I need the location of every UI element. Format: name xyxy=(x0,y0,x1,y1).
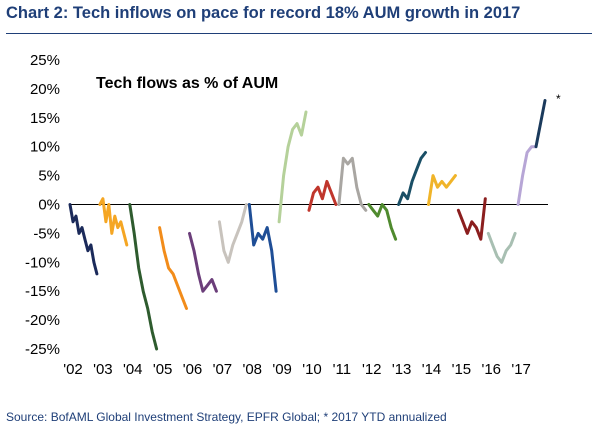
y-tick-label: 10% xyxy=(30,139,60,156)
series-line-2016 xyxy=(486,231,517,264)
series-line-2006 xyxy=(188,231,218,293)
series-line-2010 xyxy=(307,179,338,212)
series-group xyxy=(68,99,547,351)
series-line-2015 xyxy=(456,197,487,241)
y-tick-label: 0% xyxy=(38,197,60,214)
x-tick-label: '12 xyxy=(362,361,382,378)
x-tick-label: '05 xyxy=(153,361,173,378)
x-tick-label: '11 xyxy=(333,361,351,378)
y-axis: 25% 20% 15% 10% 5% 0% -5% -10% -15% -20% -25% xyxy=(25,52,548,358)
y-tick-label: -10% xyxy=(25,254,60,271)
y-tick-label: -5% xyxy=(33,225,60,242)
y-tick-label: 20% xyxy=(30,81,60,98)
series-line-2013 xyxy=(397,151,427,206)
series-line-2005 xyxy=(158,226,188,310)
x-tick-label: '13 xyxy=(392,361,412,378)
x-tick-label: '16 xyxy=(481,361,501,378)
x-tick-label: '04 xyxy=(123,361,143,378)
chart-title: Chart 2: Tech inflows on pace for record… xyxy=(6,4,521,22)
chart-annotation: Tech flows as % of AUM xyxy=(96,75,278,92)
y-tick-label: 15% xyxy=(30,110,60,127)
series-line-2008 xyxy=(247,203,278,293)
x-tick-label: '06 xyxy=(183,361,203,378)
x-tick-label: '02 xyxy=(63,361,83,378)
series-line-2009 xyxy=(277,110,308,224)
x-tick-label: '09 xyxy=(272,361,292,378)
series-line-2002 xyxy=(68,203,99,276)
x-tick-label: '17 xyxy=(511,361,531,378)
x-tick-label: '10 xyxy=(302,361,322,378)
x-tick-label: '03 xyxy=(93,361,113,378)
series-line-2003 xyxy=(98,197,129,247)
y-tick-label: -15% xyxy=(25,283,60,300)
series-line-2014 xyxy=(427,174,457,206)
series-line-2004 xyxy=(128,203,159,351)
series-line-2007 xyxy=(217,203,248,264)
x-tick-label: '15 xyxy=(452,361,472,378)
series-line-2017-ytd-annualized xyxy=(534,99,547,149)
x-tick-label: '07 xyxy=(213,361,233,378)
y-tick-label: -20% xyxy=(25,312,60,329)
series-line-2017 xyxy=(516,145,538,206)
end-marker: * xyxy=(556,92,561,106)
y-tick-label: 5% xyxy=(38,168,60,185)
chart: 25%20%15%10%5%0%-5%-10%-15%-20%-25% '02 '… xyxy=(25,52,561,378)
x-axis: '02 '03 '04 '05 '06 '07 '08 '09 '10 '11 '12 '13 '14 '… xyxy=(63,361,531,378)
x-tick-label: '14 xyxy=(422,361,442,378)
y-tick-label: -25% xyxy=(25,341,60,358)
x-tick-label: '08 xyxy=(242,361,262,378)
source-note: Source: BofAML Global Investment Strateg… xyxy=(6,410,447,424)
title-rule xyxy=(6,33,592,34)
series-line-2012 xyxy=(367,203,398,241)
y-tick-label: 25% xyxy=(30,52,60,69)
series-line-2011 xyxy=(337,156,368,212)
